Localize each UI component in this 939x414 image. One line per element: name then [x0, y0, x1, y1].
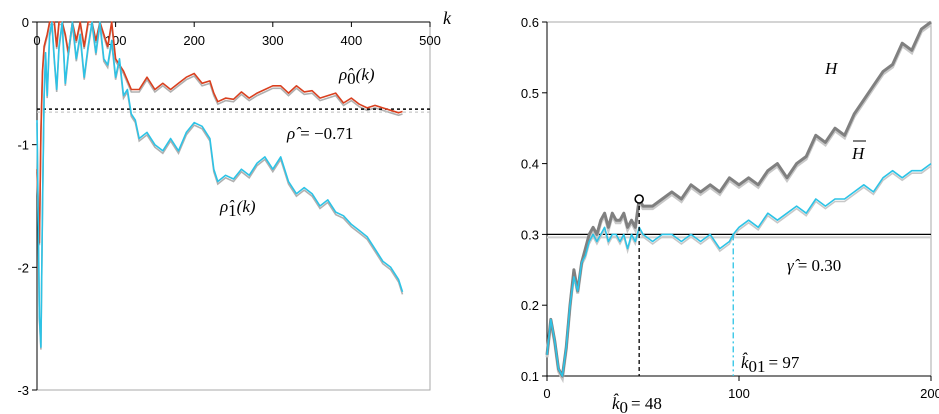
rho0-label: ρ̂0(k) [338, 65, 375, 88]
max-marker [634, 194, 644, 204]
right-y-tick-label: 0.3 [521, 227, 539, 242]
left-y-tick-label: -1 [17, 138, 29, 153]
H-shadow-line [545, 23, 932, 384]
left-y-tick-label: 0 [22, 15, 29, 30]
right-x-tick-label: 0 [543, 386, 550, 401]
rho1-label: ρ̂1(k) [219, 197, 256, 220]
left-axes: 0-1-2-30 100 200 300 400 500 [17, 15, 440, 398]
left-chart: 0-1-2-30 100 200 300 400 500 k ρ̂0(k) ρ̂ = −0.… [17, 8, 452, 398]
left-y-tick-label: -2 [17, 260, 29, 275]
right-chart: 0.1 0.2 0.3 0.4 0.5 0.6 0 100 200 H H γ̂ = 0.30 k… [521, 15, 939, 414]
H-line [545, 20, 932, 378]
k0-label: k̂0 = 48 [612, 394, 662, 414]
H-label: H [824, 59, 839, 78]
rho1-line [36, 21, 404, 348]
left-x-tick-label: 200 [183, 33, 205, 48]
left-labels: k ρ̂0(k) ρ̂ = −0.71 ρ̂1(k) [219, 8, 452, 220]
right-labels: H H γ̂ = 0.30 k̂01 = 97 k̂0 = 48 [612, 59, 866, 414]
right-y-tick-label: 0.1 [521, 369, 539, 384]
left-x-tick-label: 0 [33, 33, 40, 48]
right-y-tick-label: 0.6 [521, 15, 539, 30]
Hbar-label: H [851, 144, 866, 163]
left-x-tick-label: 400 [341, 33, 363, 48]
left-x-tick-label: 300 [262, 33, 284, 48]
right-y-tick-label: 0.2 [521, 298, 539, 313]
Hbar-shadow-line [546, 165, 932, 382]
right-plot-frame [546, 21, 932, 377]
rho-hat-label: ρ̂ = −0.71 [286, 124, 353, 143]
left-x-tick-label: 500 [419, 33, 441, 48]
right-y-tick-label: 0.4 [521, 157, 539, 172]
right-x-tick-label: 100 [728, 386, 750, 401]
right-series [545, 20, 932, 384]
right-x-tick-label: 200 [920, 386, 939, 401]
k01-label: k̂01 = 97 [741, 353, 800, 376]
rho0-line [36, 21, 403, 244]
Hbar-line [546, 162, 932, 377]
left-xlabel: k [443, 8, 452, 28]
left-y-tick-label: -3 [17, 383, 29, 398]
right-y-tick-label: 0.5 [521, 86, 539, 101]
gamma-label: γ̂ = 0.30 [787, 256, 841, 275]
right-axes: 0.1 0.2 0.3 0.4 0.5 0.6 0 100 200 [521, 15, 939, 401]
left-series [36, 21, 430, 350]
